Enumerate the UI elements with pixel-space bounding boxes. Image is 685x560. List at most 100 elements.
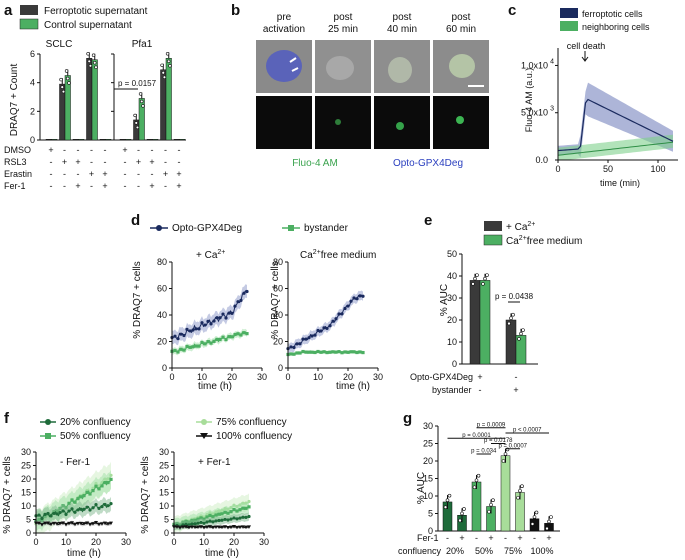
a-bar bbox=[160, 69, 167, 141]
a-sign: + bbox=[102, 181, 107, 191]
a-point bbox=[66, 76, 70, 81]
channel-opto-label: Opto-GPX4Deg bbox=[393, 158, 463, 169]
g-point bbox=[518, 488, 522, 493]
a-sign: + bbox=[176, 169, 181, 179]
g-row-conf: confluency bbox=[398, 546, 442, 556]
series-point bbox=[229, 510, 233, 514]
series-point bbox=[185, 344, 189, 349]
f-xlabel-2: time (h) bbox=[205, 548, 239, 559]
series-point bbox=[49, 522, 53, 527]
e-point bbox=[517, 337, 521, 341]
series-point bbox=[67, 509, 71, 513]
legend-control-swatch bbox=[19, 18, 39, 30]
a-bar bbox=[165, 58, 172, 141]
c-ylabel: Fluo-4 AM (a.u.) bbox=[524, 68, 534, 133]
series-point bbox=[88, 522, 92, 527]
series-point bbox=[55, 522, 59, 526]
a-point bbox=[93, 61, 97, 65]
series-point bbox=[208, 519, 212, 523]
xtick-label: 20 bbox=[91, 537, 101, 547]
series-point bbox=[289, 352, 293, 356]
g-point bbox=[476, 473, 481, 478]
series-point bbox=[103, 481, 107, 485]
a-condition-signs: + - - - -- + + - -- - - + +- - + - ++ - - - -- + + - -- - - + +- - + - + bbox=[48, 145, 181, 191]
e-point bbox=[519, 331, 523, 336]
series-point bbox=[229, 525, 233, 530]
series-point bbox=[173, 334, 177, 338]
series-point bbox=[217, 525, 221, 530]
g-fer-sign: + bbox=[546, 533, 551, 543]
series-point bbox=[233, 332, 237, 337]
panel-b-letter: b bbox=[231, 2, 240, 19]
f-plot: 0 10 20 30 0 5 10 15 20 25 30 0 10 20 30 0 5 10 15 20 25 30 bbox=[21, 447, 269, 547]
a-sign: - bbox=[90, 157, 93, 167]
series-point bbox=[289, 345, 293, 349]
series-point bbox=[190, 522, 194, 526]
a-sign: - bbox=[137, 181, 140, 191]
g-ytick-label: 25 bbox=[423, 439, 433, 449]
series-point bbox=[190, 525, 194, 529]
a-point bbox=[168, 64, 172, 68]
d-ylabel-2: % DRAQ7 + cells bbox=[270, 261, 281, 339]
series-point bbox=[208, 513, 212, 518]
series-point bbox=[310, 350, 314, 354]
legend-ferro-label: Ferroptotic supernatant bbox=[44, 6, 148, 17]
series-point bbox=[355, 297, 359, 301]
series-point bbox=[340, 312, 344, 316]
ytick-label: 60 bbox=[157, 284, 167, 294]
d-ylabel-1: % DRAQ7 + cells bbox=[132, 261, 143, 339]
g-point bbox=[445, 498, 450, 503]
g-point bbox=[474, 478, 479, 483]
a-point bbox=[141, 104, 145, 108]
series-point bbox=[191, 328, 195, 332]
xtick-label: 20 bbox=[227, 372, 237, 382]
ytick-label: 0 bbox=[26, 528, 31, 538]
a-sign: - bbox=[178, 145, 181, 155]
ytick-label: 5 bbox=[164, 515, 169, 525]
series-point bbox=[199, 525, 203, 529]
f-legend-label: 20% confluency bbox=[60, 417, 131, 428]
g-point bbox=[547, 519, 551, 524]
f-legend: 20% confluency 75% confluency 50% confluen… bbox=[40, 417, 292, 442]
a-sign: + bbox=[75, 157, 80, 167]
legend-free-swatch bbox=[483, 234, 503, 246]
c-neighbor-line bbox=[557, 141, 674, 156]
xtick-label: 20 bbox=[229, 537, 239, 547]
series-point bbox=[295, 342, 299, 346]
series-point bbox=[325, 350, 329, 355]
a-sign: - bbox=[178, 157, 181, 167]
g-point bbox=[503, 452, 508, 456]
series-point bbox=[196, 521, 200, 525]
series-point bbox=[97, 522, 101, 527]
series-point bbox=[176, 350, 180, 354]
e-point bbox=[485, 273, 489, 277]
g-point bbox=[491, 498, 495, 503]
series-point bbox=[58, 510, 62, 515]
a-sign: + bbox=[136, 157, 141, 167]
g-point bbox=[462, 507, 466, 511]
a-bar bbox=[64, 75, 71, 141]
a-sign: - bbox=[90, 181, 93, 191]
series-point bbox=[209, 322, 213, 326]
series-point bbox=[241, 515, 245, 519]
g-row-fer: Fer-1 bbox=[417, 533, 439, 543]
series-point bbox=[349, 350, 353, 354]
cond-rsl3: RSL3 bbox=[4, 157, 27, 167]
series-point bbox=[82, 522, 86, 526]
ytick-label: 20 bbox=[21, 474, 31, 484]
d-xlabel-2: time (h) bbox=[336, 381, 370, 392]
ytick-label: 80 bbox=[273, 257, 283, 267]
series-point bbox=[292, 352, 296, 356]
a-sign: - bbox=[77, 169, 80, 179]
series-point bbox=[349, 299, 353, 303]
ytick-label: 30 bbox=[159, 447, 169, 457]
series-point bbox=[182, 333, 186, 338]
series-point bbox=[197, 344, 201, 348]
e-point bbox=[511, 312, 515, 317]
legend-opto-label: Opto-GPX4Deg bbox=[172, 223, 242, 234]
a-sign: - bbox=[164, 145, 167, 155]
a-sign: + bbox=[122, 145, 127, 155]
a-point bbox=[87, 59, 91, 63]
series-point bbox=[244, 515, 248, 519]
series-point bbox=[223, 510, 227, 514]
